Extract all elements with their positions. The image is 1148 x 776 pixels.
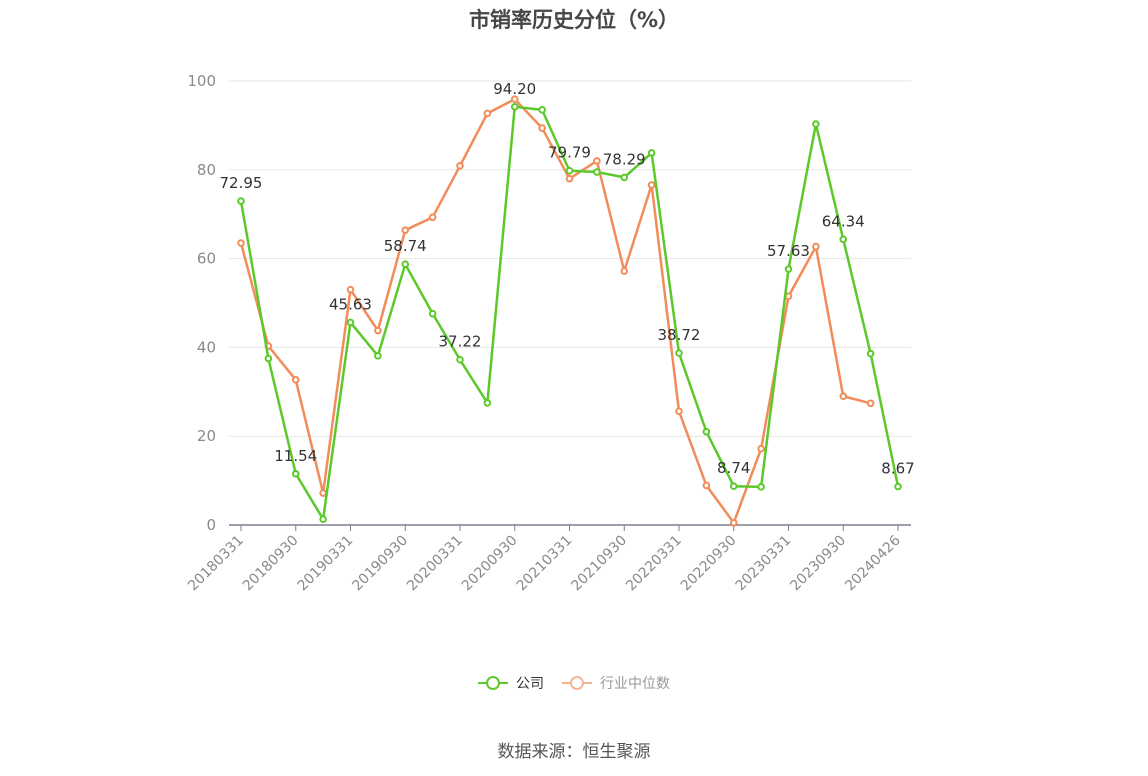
legend-item-industry-median[interactable]: 行业中位数 xyxy=(562,673,670,693)
legend-label-industry-median: 行业中位数 xyxy=(600,676,670,692)
x-tick-label: 20210930 xyxy=(568,533,630,595)
data-point xyxy=(593,157,601,165)
data-point xyxy=(237,197,245,205)
data-point xyxy=(346,318,355,327)
x-tick-label: 20230930 xyxy=(787,533,849,595)
data-point xyxy=(428,309,437,318)
data-point xyxy=(401,226,410,234)
x-tick-label: 20230331 xyxy=(733,533,795,595)
y-tick-label: 40 xyxy=(197,338,216,356)
series-lines xyxy=(237,95,902,527)
data-point xyxy=(565,166,574,175)
data-point xyxy=(456,355,464,364)
data-point xyxy=(374,352,382,360)
data-point xyxy=(702,481,711,490)
data-label: 38.72 xyxy=(658,326,701,344)
data-point xyxy=(319,489,327,497)
data-point xyxy=(374,326,382,335)
data-source-note: 数据来源：恒生聚源 xyxy=(497,742,651,762)
x-tick-label: 20200331 xyxy=(404,533,466,595)
data-label: 8.74 xyxy=(717,459,750,477)
data-point xyxy=(620,173,629,182)
x-tick-label: 20240426 xyxy=(842,532,904,594)
data-point xyxy=(483,399,492,407)
data-point xyxy=(812,120,820,128)
data-label: 8.67 xyxy=(881,460,914,478)
data-point xyxy=(784,265,793,273)
data-point xyxy=(675,349,683,357)
data-point xyxy=(839,392,848,401)
legend-label-company: 公司 xyxy=(516,676,544,692)
data-point xyxy=(839,235,848,244)
data-point xyxy=(264,354,273,363)
data-point xyxy=(729,482,738,490)
y-tick-label: 20 xyxy=(197,427,216,445)
data-label: 45.63 xyxy=(329,295,372,313)
data-point xyxy=(812,242,820,251)
data-point xyxy=(647,149,656,157)
data-point xyxy=(291,469,300,478)
y-tick-label: 60 xyxy=(197,250,216,268)
legend: 公司 行业中位数 xyxy=(0,673,1148,693)
data-point xyxy=(510,102,519,111)
data-label: 37.22 xyxy=(439,333,482,351)
legend-swatch-company xyxy=(478,676,508,690)
data-point xyxy=(565,174,574,183)
data-point xyxy=(593,168,601,176)
data-point xyxy=(346,285,355,294)
data-label: 94.20 xyxy=(493,80,536,98)
data-point xyxy=(894,482,902,491)
data-label: 64.34 xyxy=(822,212,865,230)
data-point xyxy=(319,515,327,524)
x-tick-label: 20190930 xyxy=(349,533,411,595)
x-tick-label: 20180331 xyxy=(185,533,247,595)
data-point xyxy=(729,518,738,527)
x-tick-label: 20210331 xyxy=(514,533,576,595)
data-point xyxy=(620,267,629,275)
data-point xyxy=(702,427,711,436)
x-tick-label: 20220930 xyxy=(678,533,740,595)
data-point xyxy=(647,181,656,189)
data-label: 79.79 xyxy=(548,144,591,162)
data-point xyxy=(428,213,437,222)
data-point xyxy=(456,162,464,170)
y-tick-label: 100 xyxy=(187,72,216,90)
data-point xyxy=(757,483,765,491)
series-line xyxy=(239,97,871,525)
legend-swatch-industry-median xyxy=(562,676,592,690)
data-point xyxy=(538,106,546,114)
chart-title: 市销率历史分位（%） xyxy=(468,8,680,32)
data-point xyxy=(675,407,683,416)
data-point xyxy=(757,444,765,453)
data-label: 11.54 xyxy=(274,447,317,465)
y-tick-label: 0 xyxy=(206,516,216,534)
x-tick-label: 20200930 xyxy=(459,533,521,595)
data-point xyxy=(866,349,875,358)
data-label: 78.29 xyxy=(603,150,646,168)
data-point xyxy=(510,95,519,104)
data-point xyxy=(291,376,300,384)
x-tick-label: 20220331 xyxy=(623,533,685,595)
data-point xyxy=(538,124,546,132)
data-label: 58.74 xyxy=(384,237,427,255)
data-point xyxy=(483,109,492,118)
x-tick-label: 20190331 xyxy=(295,533,357,595)
x-tick-label: 20180930 xyxy=(240,533,302,595)
data-label: 72.95 xyxy=(220,174,263,192)
data-point xyxy=(866,399,875,408)
line-chart: 0 20 40 60 80 100 2018033120180930201903312019… xyxy=(185,72,915,595)
data-labels: 72.95 11.54 45.63 58.74 37.22 94.20 79.79 78.29… xyxy=(220,80,915,478)
legend-item-company[interactable]: 公司 xyxy=(478,673,544,693)
data-point xyxy=(237,239,245,247)
data-label: 57.63 xyxy=(767,242,810,260)
y-tick-label: 80 xyxy=(197,161,216,179)
data-point xyxy=(401,260,410,268)
